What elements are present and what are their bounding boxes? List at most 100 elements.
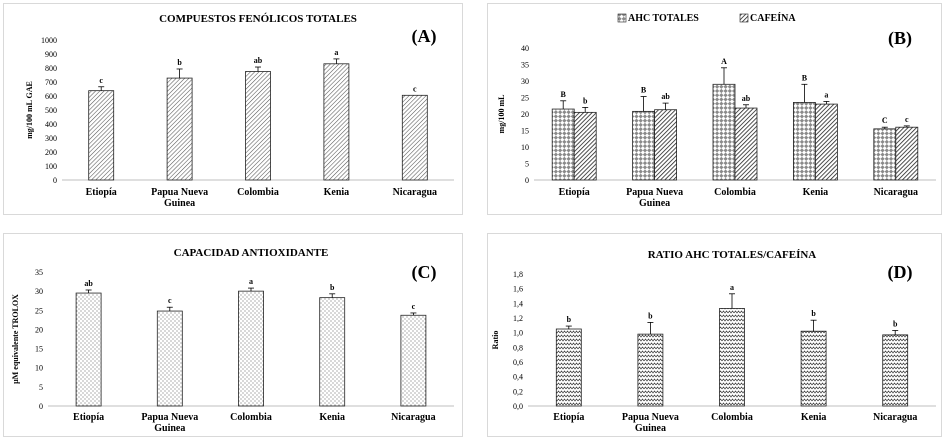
y-tick-label: 10	[35, 364, 43, 373]
y-tick-label: 25	[521, 94, 529, 103]
y-tick-label: 1,4	[513, 299, 523, 308]
panel-label: (B)	[888, 28, 912, 49]
y-tick-label: 5	[525, 160, 529, 169]
y-tick-label: 900	[45, 50, 57, 59]
significance-letter: ab	[84, 279, 93, 288]
x-category-label: Colombia	[711, 412, 753, 423]
bar	[873, 128, 897, 181]
y-tick-label: 0,6	[513, 358, 523, 367]
bar	[632, 110, 656, 181]
y-tick-label: 30	[521, 77, 529, 86]
x-category-label: Papua Nueva Guinea	[622, 412, 679, 434]
x-category-label: Kenia	[801, 412, 827, 423]
bar	[238, 290, 264, 407]
x-category-label: Colombia	[230, 412, 272, 423]
significance-letter: A	[721, 57, 727, 66]
significance-letter: a	[730, 283, 734, 292]
x-category-label: Etiopía	[73, 412, 104, 423]
bar	[800, 330, 827, 407]
y-tick-label: 35	[35, 268, 43, 277]
y-axis-label: µM equivalente TROLOX	[11, 294, 20, 384]
bar	[573, 111, 597, 181]
bar	[156, 310, 183, 407]
y-tick-label: 0,8	[513, 343, 523, 352]
significance-letter: b	[893, 319, 898, 328]
bar	[88, 90, 115, 181]
significance-letter: c	[905, 115, 909, 124]
significance-letter: ab	[254, 56, 263, 65]
y-tick-label: 0,0	[513, 402, 523, 411]
significance-letter: b	[811, 309, 816, 318]
chart-a-svg: COMPUESTOS FENÓLICOS TOTALES (A) mg/100 mL…	[25, 13, 454, 209]
bar	[400, 314, 427, 407]
x-category-label: Nicaragua	[873, 412, 917, 423]
y-tick-label: 500	[45, 106, 57, 115]
significance-letter: B	[641, 86, 647, 95]
y-tick-label: 0	[39, 402, 43, 411]
bar	[712, 83, 736, 181]
panel-d-chart: RATIO AHC TOTALES/CAFEÍNA (D) Ratio 0,0 0,2 0…	[487, 233, 942, 437]
significance-letter: ab	[661, 92, 670, 101]
bar	[882, 334, 909, 407]
y-tick-label: 1000	[41, 36, 57, 45]
panel-label: (A)	[412, 26, 437, 47]
panel-a-chart: COMPUESTOS FENÓLICOS TOTALES (A) mg/100 mL…	[3, 3, 463, 215]
x-category-label: Kenia	[319, 412, 345, 423]
bar	[734, 107, 758, 181]
bar	[814, 103, 838, 181]
y-axis-label: mg/100 mL	[497, 95, 506, 134]
y-tick-label: 1,2	[513, 314, 523, 323]
y-tick-label: 300	[45, 134, 57, 143]
y-tick-label: 1,6	[513, 285, 523, 294]
x-category-label: Colombia	[237, 187, 279, 198]
significance-letter: a	[334, 48, 338, 57]
y-axis-label: Ratio	[491, 331, 500, 350]
bar	[401, 94, 428, 181]
x-category-label: Papua Nueva Guinea	[141, 412, 198, 434]
y-tick-label: 200	[45, 148, 57, 157]
y-tick-label: 5	[39, 383, 43, 392]
bar	[319, 297, 346, 407]
chart-title: COMPUESTOS FENÓLICOS TOTALES	[159, 13, 357, 25]
legend-label: AHC TOTALES	[628, 13, 699, 24]
x-category-label: Nicaragua	[874, 187, 918, 198]
panel-label: (C)	[412, 262, 437, 283]
significance-letter: b	[583, 96, 588, 105]
y-tick-label: 700	[45, 78, 57, 87]
x-category-label: Nicaragua	[393, 187, 437, 198]
bar	[555, 328, 582, 407]
legend: AHC TOTALES CAFEÍNA	[617, 12, 796, 24]
chart-c-svg: CAPACIDAD ANTIOXIDANTE (C) µM equivalente …	[11, 247, 454, 434]
x-category-label: Etiopía	[86, 187, 117, 198]
y-axis-label: mg/100 mL GAE	[25, 81, 34, 139]
chart-title: RATIO AHC TOTALES/CAFEÍNA	[648, 249, 817, 261]
panel-label: (D)	[888, 262, 913, 283]
y-tick-label: 20	[35, 325, 43, 334]
bar	[245, 71, 271, 181]
x-category-label: Papua Nueva Guinea	[151, 187, 208, 209]
chart-title: CAPACIDAD ANTIOXIDANTE	[174, 247, 329, 259]
y-tick-label: 400	[45, 120, 57, 129]
y-tick-label: 0	[525, 176, 529, 185]
significance-letter: c	[168, 296, 172, 305]
chart-b-svg: (B) mg/100 mL 0 5 10 15 20 25 30 35 40 Etiopía Papua…	[497, 12, 936, 209]
significance-letter: c	[412, 302, 416, 311]
bar	[551, 108, 575, 181]
legend-label: CAFEÍNA	[750, 12, 796, 24]
legend-swatch	[739, 13, 749, 23]
y-tick-label: 25	[35, 306, 43, 315]
significance-letter: B	[561, 90, 567, 99]
y-tick-label: 100	[45, 162, 57, 171]
x-category-label: Kenia	[803, 187, 829, 198]
significance-letter: b	[177, 58, 182, 67]
bar	[323, 63, 350, 181]
significance-letter: ab	[742, 94, 751, 103]
legend-swatch	[617, 13, 627, 23]
y-tick-label: 30	[35, 287, 43, 296]
bar	[637, 333, 664, 407]
y-tick-label: 20	[521, 110, 529, 119]
bar	[792, 102, 816, 181]
x-category-label: Colombia	[714, 187, 756, 198]
x-category-label: Papua Nueva Guinea	[626, 187, 683, 209]
significance-letter: a	[249, 277, 253, 286]
